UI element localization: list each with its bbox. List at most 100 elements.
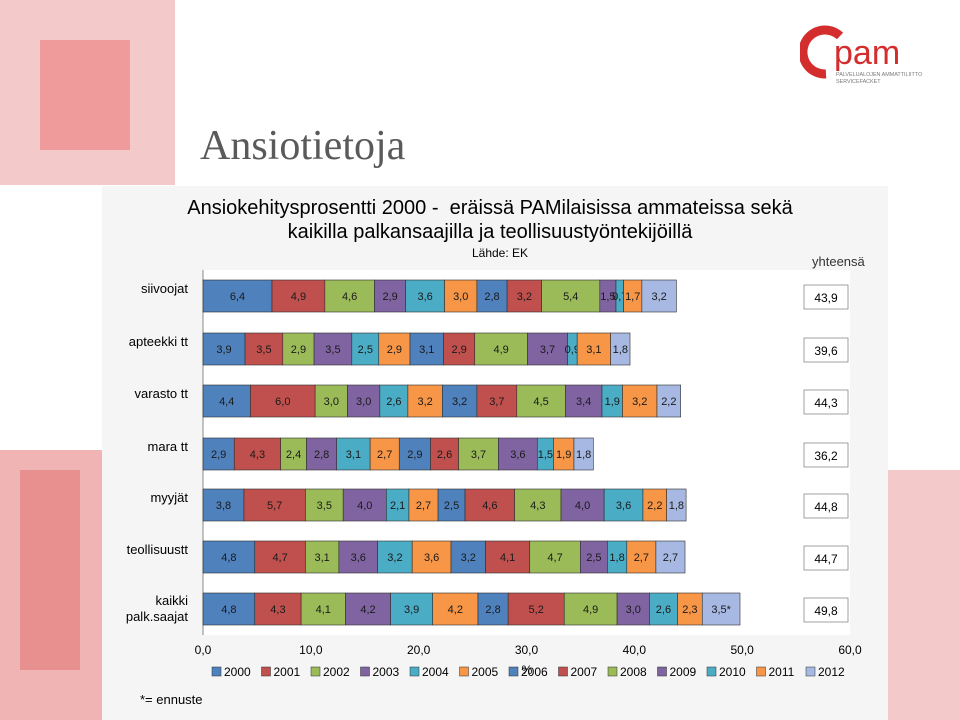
bar-segment [560, 488, 605, 522]
data-label: 3,6 [417, 291, 432, 303]
bar-segment [202, 540, 256, 574]
data-label: 4,6 [342, 291, 357, 303]
data-label: 4,3 [270, 604, 285, 616]
total-label: 44,8 [814, 500, 838, 514]
category-label: kaikki palk.saajat [126, 593, 189, 624]
data-label: 2,6 [437, 449, 452, 461]
x-tick-label: 0,0 [195, 643, 212, 657]
total-label: 44,3 [814, 396, 838, 410]
bar-segment [377, 540, 413, 574]
data-label: 4,9 [583, 604, 598, 616]
data-label: 3,0 [324, 396, 339, 408]
data-label: 4,8 [221, 552, 236, 564]
data-label: 2,5 [586, 552, 601, 564]
legend-label: 2011 [769, 665, 795, 679]
data-label: 4,4 [219, 396, 234, 408]
data-label: 2,6 [656, 604, 671, 616]
data-label: 3,2 [651, 291, 666, 303]
data-label: 5,2 [529, 604, 544, 616]
data-label: 3,5 [256, 344, 271, 356]
data-label: 4,8 [221, 604, 236, 616]
data-label: 3,8 [216, 500, 231, 512]
bar-segment [507, 592, 565, 626]
bar-segment [573, 437, 594, 471]
bar-segment [306, 437, 338, 471]
data-label: 2,2 [647, 500, 662, 512]
legend-swatch [706, 666, 717, 677]
total-label: 43,9 [814, 291, 838, 305]
bar-segment [202, 384, 251, 418]
bar-segment [649, 592, 678, 626]
bar-segment [202, 592, 256, 626]
bar-segment [514, 488, 562, 522]
bar-segment [250, 384, 316, 418]
total-box [803, 389, 849, 415]
bar-segment [443, 332, 476, 366]
category-label: varasto tt [135, 386, 189, 401]
legend-swatch [657, 666, 667, 677]
data-label: 6,0 [275, 396, 290, 408]
data-label: 2,8 [485, 604, 500, 616]
bar-segment [202, 488, 245, 522]
data-label: 4,2 [448, 604, 463, 616]
data-label: 3,9 [216, 344, 231, 356]
data-label: 2,7 [416, 500, 431, 512]
bar-segment [398, 437, 431, 471]
data-label: 2,7 [377, 449, 392, 461]
pam-logo: pam PALVELUALOJEN AMMATTILIITTO SERVICEF… [800, 25, 922, 85]
category-label: siivoojat [141, 281, 188, 296]
data-label: 3,9 [404, 604, 419, 616]
bar-segment [656, 384, 682, 418]
data-label: 4,7 [272, 552, 287, 564]
bar-segment [474, 332, 528, 366]
bar-segment [458, 437, 499, 471]
data-label: 4,0 [357, 500, 372, 512]
pam-logo-arc-icon [800, 25, 844, 79]
legend-swatch [756, 666, 766, 677]
bar-segment [280, 437, 307, 471]
bar-segment [576, 332, 611, 366]
data-label: 3,2 [387, 552, 402, 564]
bar-segment [485, 540, 531, 574]
bar-segment [464, 488, 515, 522]
bar-segment [254, 592, 302, 626]
legend-label: 2006 [521, 665, 548, 679]
data-label: 3,5* [711, 604, 731, 616]
legend-label: 2005 [472, 665, 499, 679]
data-label: 2,5 [444, 500, 459, 512]
data-label: 3,2 [417, 396, 432, 408]
x-axis-label: % [522, 663, 533, 677]
data-label: 5,4 [563, 291, 578, 303]
data-label: 3,4 [576, 396, 591, 408]
slide-title: Ansiotietoja [200, 123, 406, 169]
bar-segment [305, 540, 340, 574]
bar-segment [701, 592, 741, 626]
bar-segment [622, 384, 658, 418]
bar-segment [374, 279, 407, 313]
category-label: myyjät [150, 490, 188, 505]
data-label: 3,0 [453, 291, 468, 303]
category-label: apteekki tt [129, 334, 189, 349]
total-box [803, 284, 849, 310]
data-label: 2,9 [407, 449, 422, 461]
data-label: 3,2 [461, 552, 476, 564]
bar-segment [202, 279, 273, 313]
chart-title: Ansiokehitysprosentti 2000 - eräissä PAM… [160, 196, 820, 244]
legend-swatch [508, 666, 519, 677]
data-label: 2,9 [291, 344, 306, 356]
legend-swatch [805, 666, 816, 677]
data-label: 3,6 [616, 500, 631, 512]
legend-swatch [211, 666, 222, 677]
bar-segment [202, 332, 246, 366]
data-label: 2,7 [634, 552, 649, 564]
bar-segment [405, 279, 445, 313]
bar-segment [409, 332, 444, 366]
data-label: 2,6 [386, 396, 401, 408]
legend-label: 2007 [571, 665, 598, 679]
data-label: 4,3 [530, 500, 545, 512]
data-label: 3,1 [586, 344, 601, 356]
bar-segment [282, 332, 315, 366]
bar-segment [432, 592, 479, 626]
data-label: 2,1 [390, 500, 405, 512]
data-label: 1,9 [556, 449, 571, 461]
